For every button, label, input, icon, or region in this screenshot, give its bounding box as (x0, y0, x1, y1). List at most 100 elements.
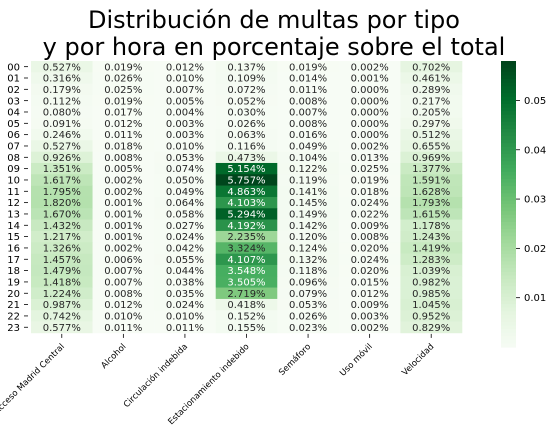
cell-value-label: 0.000% (351, 119, 389, 130)
cell-value-label: 0.049% (166, 187, 204, 198)
cell-value-label: 0.010% (166, 74, 204, 85)
cell-value-label: 1.351% (43, 164, 81, 175)
cell-value-label: 0.702% (412, 62, 450, 73)
colorbar-segment (501, 200, 516, 204)
colorbar-segment (501, 193, 516, 197)
cell-value-label: 5.154% (227, 164, 265, 175)
cell-value-label: 0.016% (289, 130, 327, 141)
colorbar-segment (501, 268, 516, 272)
cell-value-label: 0.137% (227, 62, 265, 73)
cell-value-label: 1.418% (43, 278, 81, 289)
colorbar-segment (501, 161, 516, 165)
row-tick-label: 09 (7, 164, 20, 175)
cell-value-label: 1.628% (412, 187, 450, 198)
colorbar-segment (501, 65, 516, 69)
cell-value-label: 0.004% (166, 108, 204, 119)
cell-value-label: 0.132% (289, 255, 327, 266)
cell-value-label: 0.091% (43, 119, 81, 130)
column-tick-label: Alcohol (99, 342, 128, 371)
colorbar-segment (501, 236, 516, 240)
colorbar-segment (501, 204, 516, 208)
cell-value-label: 0.002% (351, 142, 389, 153)
colorbar-segment (501, 240, 516, 244)
colorbar-tick-label: 0.02 (524, 244, 546, 255)
cell-value-label: 0.038% (166, 278, 204, 289)
cell-value-label: 0.217% (412, 96, 450, 107)
colorbar-segment (501, 336, 516, 340)
cell-value-label: 1.591% (412, 176, 450, 187)
cell-value-label: 0.000% (351, 96, 389, 107)
colorbar-segment (501, 258, 516, 262)
cell-value-label: 0.035% (166, 289, 204, 300)
colorbar-segment (501, 293, 516, 297)
cell-value-label: 0.024% (351, 198, 389, 209)
colorbar-segment (501, 343, 516, 347)
cell-value-label: 1.479% (43, 266, 81, 277)
cell-value-label: 0.005% (104, 164, 142, 175)
cell-value-label: 0.461% (412, 74, 450, 85)
cell-value-label: 0.145% (289, 198, 327, 209)
colorbar-segment (501, 333, 516, 337)
cell-value-label: 0.007% (166, 85, 204, 96)
colorbar-segment (501, 311, 516, 315)
colorbar-segment (501, 168, 516, 172)
cell-value-label: 0.122% (289, 164, 327, 175)
cell-value-label: 0.030% (227, 108, 265, 119)
cell-value-label: 0.316% (43, 74, 81, 85)
colorbar-segment (501, 82, 516, 86)
cell-value-label: 1.457% (43, 255, 81, 266)
cell-value-label: 0.008% (351, 232, 389, 243)
colorbar-segment (501, 222, 516, 226)
cell-value-label: 0.109% (227, 74, 265, 85)
cell-value-label: 0.112% (43, 96, 81, 107)
colorbar-segment (501, 197, 516, 201)
row-tick-label: 13 (7, 210, 20, 221)
colorbar-segment (501, 329, 516, 333)
cell-value-label: 0.058% (166, 210, 204, 221)
cell-value-label: 1.377% (412, 164, 450, 175)
colorbar-segment (501, 136, 516, 140)
cell-value-label: 0.011% (104, 130, 142, 141)
chart-title-line-1: Distribución de multas por tipo (88, 6, 460, 34)
cell-value-label: 1.178% (412, 221, 450, 232)
cell-value-label: 1.326% (43, 244, 81, 255)
cell-value-label: 1.670% (43, 210, 81, 221)
row-tick-labels: 0001020304050607080910111213141516171819… (7, 62, 28, 334)
cell-value-label: 0.001% (351, 74, 389, 85)
colorbar-segment (501, 229, 516, 233)
colorbar-segment (501, 190, 516, 194)
row-tick-label: 19 (7, 278, 20, 289)
colorbar-segment (501, 250, 516, 254)
colorbar-segment (501, 308, 516, 312)
cell-value-label: 0.010% (166, 142, 204, 153)
cell-value-label: 1.795% (43, 187, 81, 198)
cell-value-label: 4.103% (227, 198, 265, 209)
row-tick-label: 15 (7, 232, 20, 243)
row-tick-label: 00 (7, 62, 20, 73)
colorbar-segment (501, 322, 516, 326)
column-tick-label: Semáforo (277, 342, 313, 378)
cell-value-label: 0.096% (289, 278, 327, 289)
colorbar-segment (501, 147, 516, 151)
cell-value-label: 0.024% (166, 232, 204, 243)
colorbar-segment (501, 143, 516, 147)
cell-value-label: 0.120% (289, 232, 327, 243)
cell-value-label: 0.002% (351, 323, 389, 334)
cell-value-label: 0.019% (104, 62, 142, 73)
colorbar-segment (501, 301, 516, 305)
cell-value-label: 3.324% (227, 244, 265, 255)
row-tick-label: 02 (7, 85, 20, 96)
cell-value-label: 4.107% (227, 255, 265, 266)
colorbar-segment (501, 165, 516, 169)
cell-value-label: 0.829% (412, 323, 450, 334)
cell-value-label: 0.124% (289, 244, 327, 255)
cell-value-label: 5.294% (227, 210, 265, 221)
row-tick-label: 03 (7, 96, 20, 107)
cell-value-label: 0.007% (104, 278, 142, 289)
cell-value-label: 0.001% (104, 221, 142, 232)
cell-value-label: 1.045% (412, 300, 450, 311)
cell-value-label: 0.025% (351, 164, 389, 175)
cell-value-label: 0.742% (43, 312, 81, 323)
cell-value-label: 1.217% (43, 232, 81, 243)
